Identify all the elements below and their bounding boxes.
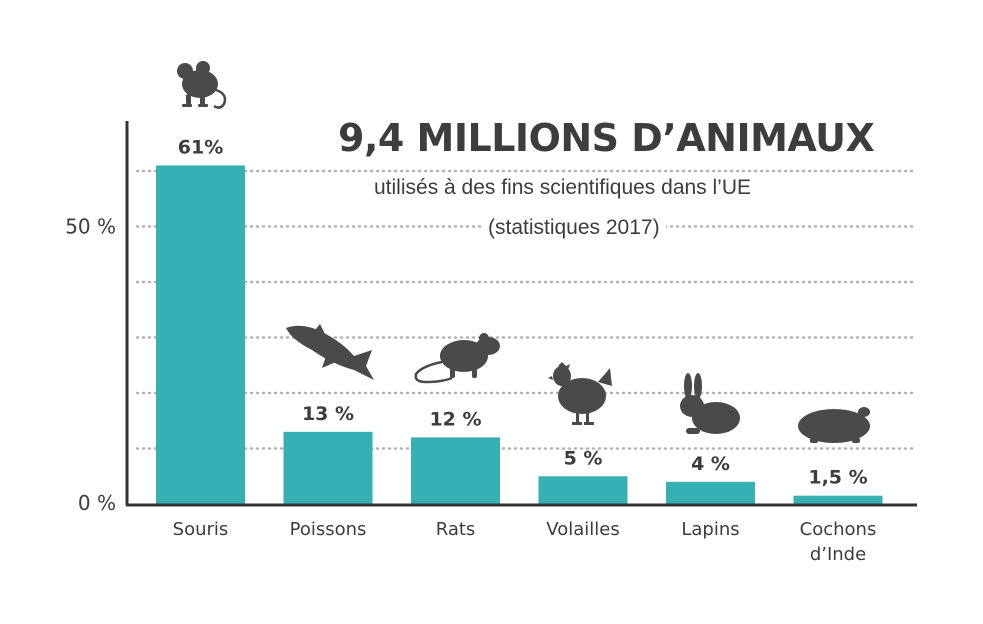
y-tick-label: 50 %	[65, 215, 116, 239]
category-label: d’Inde	[810, 544, 866, 565]
data-label: 12 %	[429, 408, 481, 430]
fish-icon	[286, 324, 374, 380]
data-label: 5 %	[564, 447, 603, 469]
chart-subtitle: utilisés à des fins scientifiques dans l…	[368, 176, 758, 200]
mouse-icon	[177, 61, 227, 109]
category-label: Souris	[173, 519, 229, 540]
chart-subtitle-year: (statistiques 2017)	[482, 216, 666, 240]
y-tick-label: 0 %	[78, 491, 116, 515]
bar	[666, 481, 755, 504]
bar	[793, 495, 883, 504]
guinea-pig-icon	[798, 407, 870, 443]
data-label: 61%	[178, 136, 223, 158]
category-label: Lapins	[681, 519, 739, 540]
bar	[411, 437, 500, 504]
bar	[283, 431, 373, 504]
category-label: Rats	[436, 519, 476, 540]
chicken-icon	[548, 362, 612, 425]
data-label: 1,5 %	[808, 467, 867, 489]
rabbit-icon	[680, 373, 740, 434]
data-label: 4 %	[691, 453, 730, 475]
bar	[156, 165, 245, 504]
category-label: Volailles	[546, 519, 619, 540]
category-label: Cochons	[800, 519, 877, 540]
chart-title: 9,4 MILLIONS D’ANIMAUX	[330, 116, 883, 160]
category-label: Poissons	[290, 519, 367, 540]
bar	[538, 476, 628, 504]
data-label: 13 %	[302, 403, 354, 425]
rat-icon	[414, 333, 500, 384]
